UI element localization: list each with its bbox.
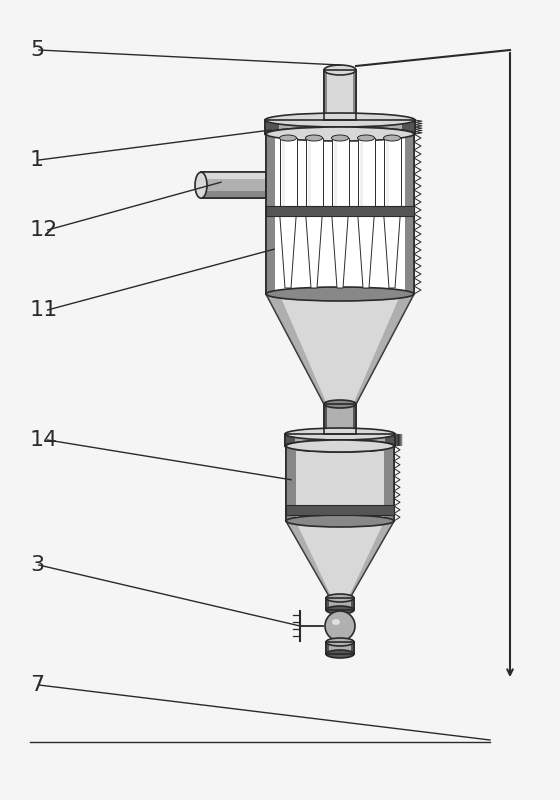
Polygon shape — [352, 598, 354, 610]
Polygon shape — [353, 404, 356, 434]
Polygon shape — [266, 294, 414, 404]
Polygon shape — [360, 138, 362, 211]
Ellipse shape — [384, 135, 400, 141]
Polygon shape — [324, 70, 356, 120]
Polygon shape — [275, 136, 405, 292]
Text: 11: 11 — [30, 300, 58, 320]
Polygon shape — [266, 134, 279, 294]
Text: 3: 3 — [30, 555, 44, 575]
Ellipse shape — [326, 638, 354, 646]
Ellipse shape — [265, 127, 415, 141]
Polygon shape — [384, 138, 400, 211]
Ellipse shape — [279, 135, 296, 141]
Polygon shape — [352, 642, 354, 654]
Polygon shape — [326, 642, 329, 654]
Ellipse shape — [326, 594, 354, 602]
Polygon shape — [286, 521, 331, 596]
Ellipse shape — [285, 440, 395, 452]
Polygon shape — [201, 191, 266, 198]
Polygon shape — [201, 172, 266, 179]
Polygon shape — [279, 211, 296, 288]
Polygon shape — [324, 70, 327, 120]
Polygon shape — [326, 642, 354, 654]
Ellipse shape — [286, 440, 394, 452]
Polygon shape — [402, 120, 415, 134]
Polygon shape — [306, 211, 323, 288]
Ellipse shape — [286, 515, 394, 527]
Polygon shape — [385, 434, 395, 446]
Text: 12: 12 — [30, 220, 58, 240]
Ellipse shape — [357, 135, 375, 141]
Ellipse shape — [332, 619, 340, 625]
Polygon shape — [285, 434, 295, 446]
Text: 7: 7 — [30, 675, 44, 695]
Ellipse shape — [324, 400, 356, 408]
Ellipse shape — [384, 208, 400, 214]
Polygon shape — [282, 138, 284, 211]
Ellipse shape — [266, 287, 414, 301]
Ellipse shape — [306, 135, 323, 141]
Polygon shape — [266, 294, 327, 404]
Polygon shape — [266, 206, 414, 216]
Polygon shape — [279, 138, 296, 211]
Polygon shape — [307, 138, 310, 211]
Polygon shape — [306, 138, 323, 211]
Polygon shape — [349, 521, 394, 596]
Polygon shape — [201, 172, 266, 198]
Polygon shape — [286, 521, 394, 596]
Polygon shape — [332, 138, 348, 211]
Polygon shape — [285, 434, 395, 446]
Ellipse shape — [265, 113, 415, 127]
Text: 5: 5 — [30, 40, 44, 60]
Polygon shape — [353, 294, 414, 404]
Polygon shape — [384, 211, 400, 288]
Ellipse shape — [306, 208, 323, 214]
Ellipse shape — [326, 606, 354, 614]
Ellipse shape — [266, 127, 414, 141]
Text: 14: 14 — [30, 430, 58, 450]
Polygon shape — [326, 598, 354, 610]
Ellipse shape — [195, 172, 207, 198]
Polygon shape — [357, 138, 375, 211]
Ellipse shape — [332, 208, 348, 214]
Text: 1: 1 — [30, 150, 44, 170]
Ellipse shape — [325, 611, 355, 641]
Ellipse shape — [324, 430, 356, 438]
Polygon shape — [357, 211, 375, 288]
Polygon shape — [265, 120, 278, 134]
Ellipse shape — [326, 650, 354, 658]
Polygon shape — [266, 134, 414, 294]
Polygon shape — [332, 211, 348, 288]
Ellipse shape — [324, 65, 356, 75]
Ellipse shape — [332, 135, 348, 141]
Ellipse shape — [279, 208, 296, 214]
Polygon shape — [286, 505, 394, 515]
Polygon shape — [265, 120, 415, 134]
Polygon shape — [401, 134, 414, 294]
Polygon shape — [324, 404, 356, 434]
Polygon shape — [334, 138, 337, 211]
Polygon shape — [353, 70, 356, 120]
Polygon shape — [385, 138, 389, 211]
Ellipse shape — [324, 115, 356, 125]
Polygon shape — [324, 404, 327, 434]
Ellipse shape — [285, 428, 395, 440]
Polygon shape — [286, 446, 394, 521]
Polygon shape — [384, 446, 394, 521]
Polygon shape — [286, 446, 296, 521]
Polygon shape — [326, 598, 329, 610]
Ellipse shape — [357, 208, 375, 214]
